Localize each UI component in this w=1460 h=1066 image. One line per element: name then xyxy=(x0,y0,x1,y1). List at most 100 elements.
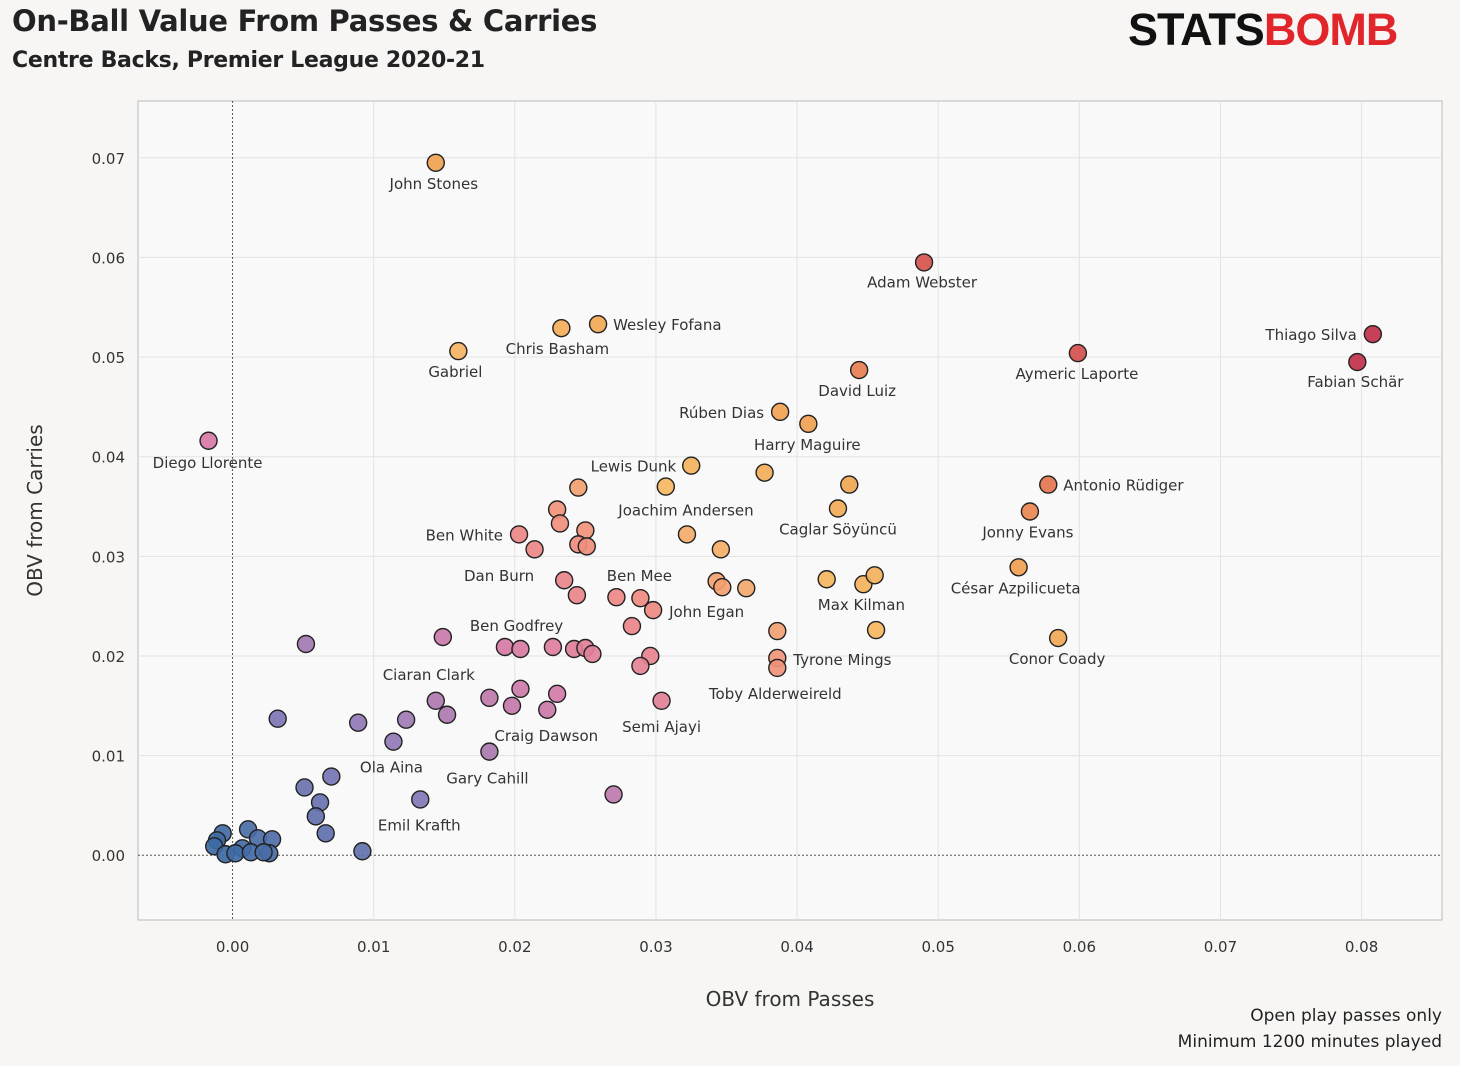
data-point xyxy=(588,314,608,334)
footnote-passes: Open play passes only xyxy=(1250,1006,1442,1026)
y-tick-label: 0.00 xyxy=(92,847,125,865)
data-point xyxy=(426,691,445,711)
statsbomb-logo: STATSBOMB xyxy=(1128,4,1398,56)
point-label: Gabriel xyxy=(428,363,482,381)
point-label: Ben Mee xyxy=(607,567,672,585)
point-label: Ciaran Clark xyxy=(383,666,475,684)
point-label: Diego Llorente xyxy=(153,454,263,472)
data-point xyxy=(554,571,574,590)
y-tick-label: 0.02 xyxy=(92,648,125,666)
y-axis-label: OBV from Carries xyxy=(23,424,47,596)
point-label: Joachim Andersen xyxy=(617,501,753,519)
data-point xyxy=(828,499,848,518)
point-label: Lewis Dunk xyxy=(591,458,677,476)
x-tick-label: 0.06 xyxy=(1063,938,1096,956)
data-point xyxy=(569,478,588,497)
x-tick-label: 0.07 xyxy=(1204,938,1237,956)
data-point xyxy=(607,587,626,607)
data-point xyxy=(268,709,287,728)
point-label: Craig Dawson xyxy=(494,727,598,745)
footnote-minutes: Minimum 1200 minutes played xyxy=(1177,1032,1442,1052)
data-point xyxy=(799,414,818,434)
data-point xyxy=(622,616,642,636)
point-label: Semi Ajayi xyxy=(622,718,701,736)
data-point xyxy=(770,402,790,422)
data-point xyxy=(226,844,245,863)
point-label: John Stones xyxy=(389,175,479,193)
data-point xyxy=(437,705,457,724)
point-label: Adam Webster xyxy=(867,273,978,291)
y-tick-label: 0.01 xyxy=(92,748,125,766)
data-point xyxy=(426,153,445,172)
data-point xyxy=(768,658,787,678)
data-point xyxy=(817,570,836,589)
point-label: Conor Coady xyxy=(1009,650,1106,668)
data-point xyxy=(322,767,341,786)
point-label: David Luiz xyxy=(818,382,896,400)
data-point xyxy=(656,477,676,496)
data-point xyxy=(1068,343,1088,363)
data-point xyxy=(604,785,623,804)
data-point xyxy=(495,637,515,657)
data-point xyxy=(711,540,731,559)
point-label: Thiago Silva xyxy=(1264,326,1356,344)
data-point xyxy=(643,600,663,620)
data-point xyxy=(914,253,934,272)
data-point xyxy=(538,700,557,719)
y-tick-label: 0.05 xyxy=(92,349,125,367)
data-point xyxy=(1363,324,1383,344)
point-label: Rúben Dias xyxy=(679,404,764,422)
x-tick-label: 0.00 xyxy=(216,938,249,956)
x-axis-label: OBV from Passes xyxy=(706,987,875,1011)
point-label: Dan Burn xyxy=(464,567,534,585)
y-tick-label: 0.03 xyxy=(92,548,125,566)
data-point xyxy=(547,684,567,704)
data-point xyxy=(677,525,697,544)
data-point xyxy=(353,842,372,861)
data-point xyxy=(1348,352,1367,372)
data-point xyxy=(631,656,650,676)
point-label: Chris Basham xyxy=(506,340,610,358)
data-point xyxy=(755,463,774,482)
point-label: Harry Maguire xyxy=(754,436,861,454)
data-point xyxy=(411,790,430,809)
data-point xyxy=(199,431,218,450)
data-point xyxy=(295,778,314,797)
data-point xyxy=(550,514,570,533)
data-point xyxy=(737,579,756,598)
data-point xyxy=(348,713,368,732)
point-label: Antonio Rüdiger xyxy=(1063,477,1184,495)
chart-title: On-Ball Value From Passes & Carries xyxy=(12,4,598,38)
data-point xyxy=(552,318,571,338)
point-label: John Egan xyxy=(668,603,744,621)
y-tick-label: 0.07 xyxy=(92,150,125,168)
x-tick-label: 0.01 xyxy=(357,938,390,956)
data-point xyxy=(316,824,335,843)
data-point xyxy=(631,588,650,608)
data-point xyxy=(509,525,529,544)
data-point xyxy=(384,732,403,751)
x-tick-label: 0.04 xyxy=(780,938,813,956)
data-point xyxy=(577,537,596,556)
data-point xyxy=(511,639,530,659)
point-label: Wesley Fofana xyxy=(613,316,721,334)
point-label: Caglar Söyüncü xyxy=(779,521,897,539)
data-point xyxy=(865,566,884,585)
data-point xyxy=(1048,628,1068,648)
point-label: Jonny Evans xyxy=(981,523,1073,541)
point-label: Max Kilman xyxy=(818,596,905,614)
data-point xyxy=(396,710,416,729)
data-point xyxy=(296,634,316,654)
x-tick-label: 0.05 xyxy=(921,938,954,956)
data-point xyxy=(768,621,787,641)
x-tick-label: 0.08 xyxy=(1345,938,1378,956)
data-point xyxy=(1020,502,1040,521)
x-tick-label: 0.03 xyxy=(639,938,672,956)
data-point xyxy=(433,627,453,647)
data-point xyxy=(849,360,869,380)
y-tick-label: 0.04 xyxy=(92,449,125,467)
x-tick-label: 0.02 xyxy=(498,938,531,956)
y-tick-label: 0.06 xyxy=(92,249,125,267)
chart-subtitle: Centre Backs, Premier League 2020-21 xyxy=(12,48,485,73)
